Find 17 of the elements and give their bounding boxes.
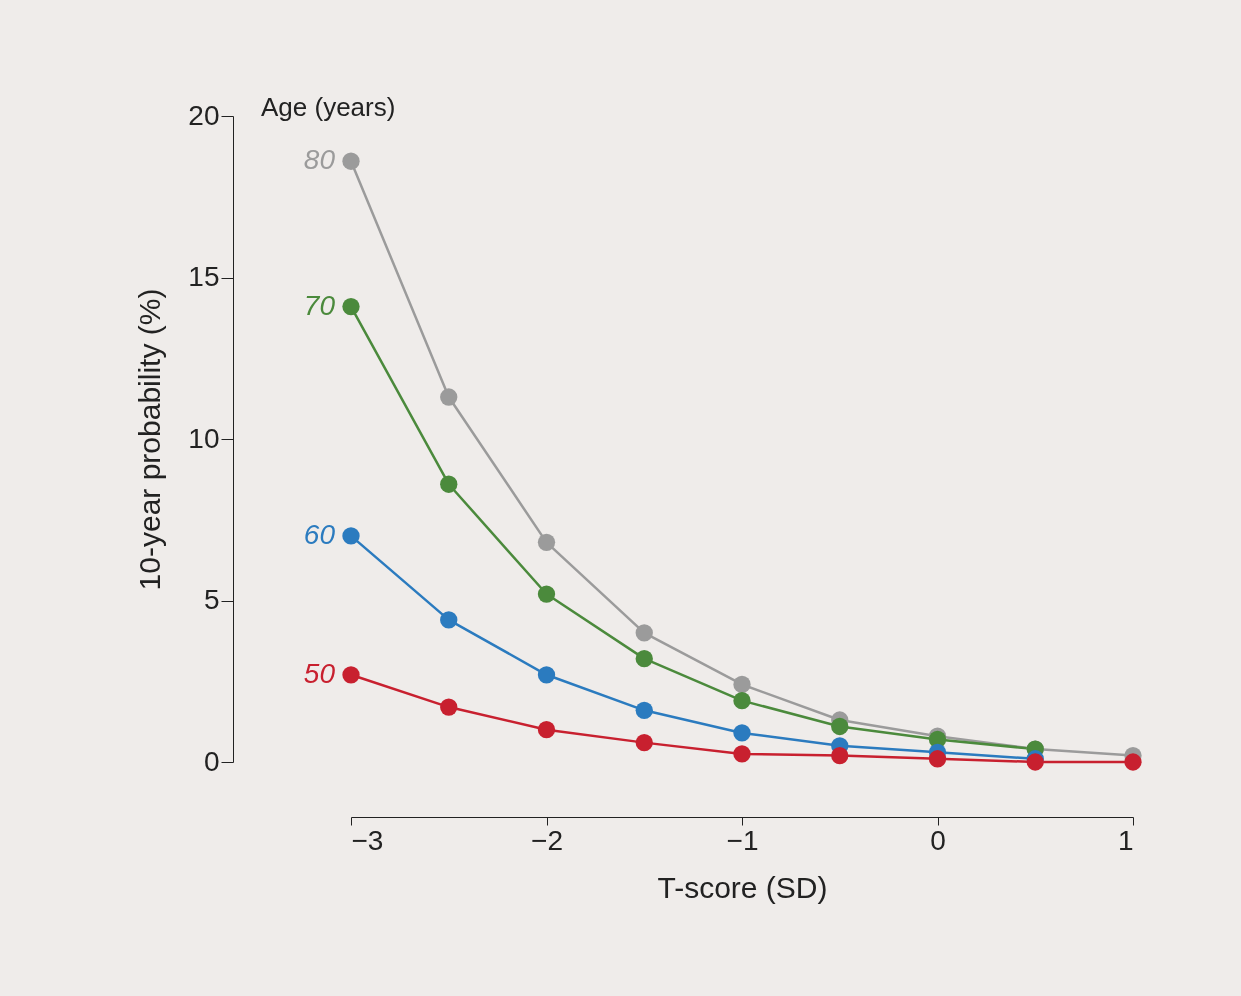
x-tick-label: 0 (930, 824, 946, 856)
y-tick-label: 0 (203, 745, 220, 777)
series-label: 60 (303, 518, 336, 550)
y-tick-label: 5 (203, 584, 220, 615)
series-label: 70 (303, 289, 336, 321)
y-tick-label: 10 (188, 422, 220, 454)
series-label: 50 (303, 657, 336, 689)
x-tick-label: 1 (1117, 824, 1134, 856)
y-tick-label: 20 (188, 99, 220, 131)
x-axis-title: T-score (SD) (657, 870, 828, 904)
y-axis-title: 10-year probability (%) (133, 288, 167, 591)
x-tick-label: −1 (726, 824, 759, 856)
x-tick-label: −3 (351, 824, 384, 856)
series-label: 80 (303, 144, 336, 176)
legend-title: Age (years) (261, 92, 396, 122)
y-tick-label: 15 (188, 261, 220, 292)
x-tick-label: −2 (531, 824, 563, 856)
